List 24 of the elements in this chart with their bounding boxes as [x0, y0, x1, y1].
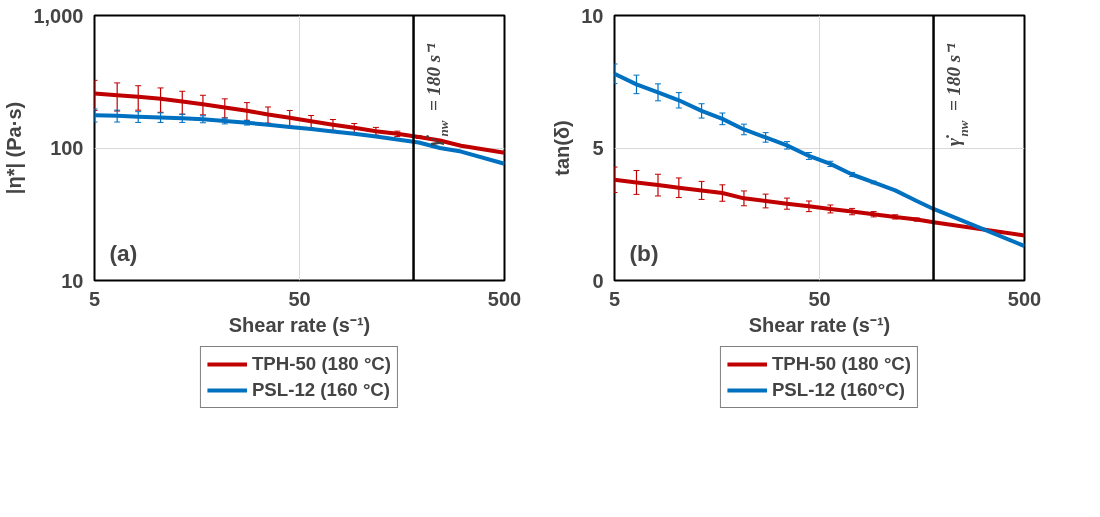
ref-line-label: γ̇nw = 180 s⁻¹ — [942, 42, 971, 146]
x-tick-label: 500 — [487, 287, 522, 310]
y-tick-label: 1,000 — [33, 4, 84, 27]
legend-label: PSL-12 (160°C) — [771, 379, 905, 401]
y-tick-label: 5 — [592, 137, 604, 159]
x-tick-label: 50 — [808, 287, 831, 310]
y-tick-label: 100 — [50, 137, 84, 159]
y-axis-title: tan(δ) — [551, 120, 574, 176]
legend-label: PSL-12 (160 °C) — [251, 379, 391, 401]
annotation: (b) — [629, 239, 659, 266]
x-tick-label: 500 — [1007, 287, 1042, 310]
ref-line-label: γ̇nw = 180 s⁻¹ — [422, 42, 451, 146]
x-axis-title: Shear rate (s⁻¹) — [748, 313, 891, 336]
x-tick-label: 5 — [608, 287, 621, 310]
y-tick-label: 10 — [61, 269, 84, 292]
x-axis-title: Shear rate (s⁻¹) — [228, 313, 371, 336]
y-tick-label: 0 — [592, 269, 604, 292]
y-tick-label: 10 — [581, 4, 604, 27]
x-tick-label: 5 — [88, 287, 101, 310]
legend-label: TPH-50 (180 °C) — [771, 353, 912, 375]
legend-label: TPH-50 (180 °C) — [251, 353, 392, 375]
y-axis-title: |η*| (Pa·s) — [3, 101, 26, 195]
x-tick-label: 50 — [288, 287, 311, 310]
annotation: (a) — [109, 239, 138, 266]
